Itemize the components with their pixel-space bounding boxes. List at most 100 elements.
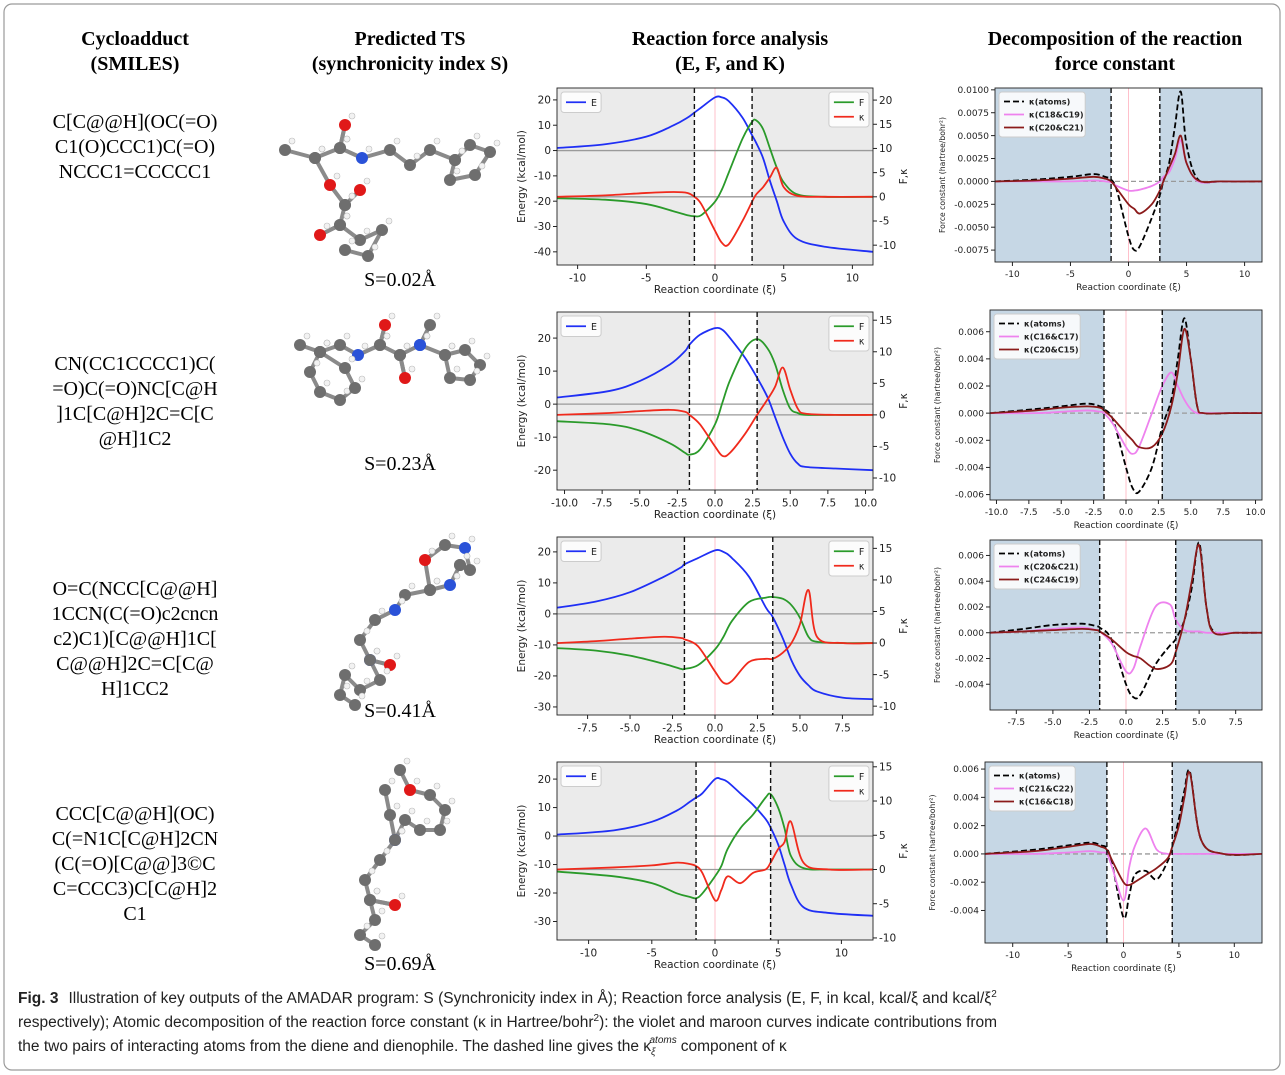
shaded-region: [1160, 88, 1262, 262]
y-tick-label: 20: [538, 774, 551, 786]
smiles-line: CN(CC1CCCC1)C(: [54, 353, 215, 375]
atom: [349, 663, 355, 669]
shaded-region: [557, 312, 689, 490]
legend: Fκ: [829, 92, 869, 127]
x-tick-label: 10: [1239, 270, 1251, 280]
x-tick-label: 2.5: [1155, 718, 1169, 728]
atom: [369, 939, 381, 951]
smiles-line: CCC[C@@H](OC): [55, 803, 214, 825]
atom: [409, 583, 415, 589]
column-header: Reaction force analysis: [632, 28, 828, 50]
atom: [369, 868, 375, 874]
atom: [474, 133, 480, 139]
y-tick-label: 0.004: [958, 355, 984, 365]
atom: [444, 372, 456, 384]
column-header: Predicted TS: [355, 28, 466, 50]
y2-tick-label: 5: [879, 167, 886, 179]
caption-text: Illustration of key outputs of the AMADA…: [68, 990, 991, 1007]
atom: [334, 142, 346, 154]
y-tick-label: -20: [534, 888, 551, 900]
column-header: Cycloadduct: [81, 28, 189, 50]
atom: [414, 339, 426, 351]
atom: [494, 140, 500, 146]
x-tick-label: 5.0: [1184, 508, 1199, 518]
x-tick-label: -2.5: [662, 722, 683, 734]
y-tick-label: -0.006: [955, 491, 984, 501]
y-tick-label: -20: [534, 671, 551, 683]
x-tick-label: -5: [647, 947, 657, 959]
atom: [364, 678, 370, 684]
legend-label: E: [591, 547, 597, 558]
y-tick-label: 10: [538, 578, 551, 590]
atom: [339, 669, 351, 681]
atom: [344, 333, 350, 339]
y-tick-label: 0.006: [953, 765, 979, 775]
y2-tick-label: -5: [879, 669, 889, 681]
atom: [414, 824, 426, 836]
y2-tick-label: 5: [879, 830, 886, 842]
x-tick-label: 2.5: [1151, 508, 1165, 518]
atom: [364, 654, 376, 666]
atom: [324, 380, 330, 386]
y-tick-label: -40: [534, 247, 551, 259]
atom: [424, 144, 436, 156]
atom: [399, 372, 411, 384]
atom: [364, 894, 376, 906]
y2-tick-label: 15: [879, 761, 892, 773]
atom: [314, 346, 326, 358]
x-tick-label: -2.5: [1085, 508, 1103, 518]
y-tick-label: -10: [534, 859, 551, 871]
atom: [364, 178, 370, 184]
atom: [364, 228, 370, 234]
y-tick-label: 20: [538, 95, 551, 107]
y-tick-label: -0.004: [955, 464, 984, 474]
x-tick-label: 5: [780, 272, 787, 284]
x-tick-label: 2.5: [744, 497, 761, 509]
smiles-line: H]1CC2: [101, 678, 169, 700]
y-tick-label: 0.0025: [958, 155, 990, 165]
atom: [464, 553, 470, 559]
legend: κ(atoms)κ(C20&C21)κ(C24&C19): [994, 544, 1080, 589]
atom: [449, 154, 461, 166]
atom: [349, 193, 355, 199]
atom: [464, 139, 476, 151]
x-tick-label: 0: [1126, 270, 1132, 280]
column-header: Decomposition of the reaction: [988, 28, 1243, 50]
atom: [439, 349, 451, 361]
x-axis-label: Reaction coordinate (ξ): [654, 959, 776, 971]
column-header: (E, F, and K): [675, 53, 785, 75]
atom: [362, 343, 368, 349]
atom: [349, 382, 361, 394]
y2-tick-label: 5: [879, 606, 886, 618]
x-axis-label: Reaction coordinate (ξ): [1074, 521, 1179, 531]
atom: [344, 213, 350, 219]
atom: [364, 923, 370, 929]
legend-label: κ(C20&C21): [1029, 123, 1084, 133]
atom: [356, 152, 368, 164]
atom: [344, 136, 350, 142]
smiles-line: c2)C1)[C@@H]1C[: [53, 628, 216, 650]
caption-line: Fig. 3Illustration of key outputs of the…: [18, 989, 997, 1007]
atom: [354, 634, 366, 646]
shaded-region: [557, 762, 696, 940]
smiles-line: C1: [123, 903, 146, 925]
y2-tick-label: 10: [879, 575, 892, 587]
atom: [469, 536, 475, 542]
atom: [359, 376, 365, 382]
x-tick-label: 0.0: [707, 722, 724, 734]
column-header: (synchronicity index S): [312, 53, 508, 75]
atom: [379, 933, 385, 939]
y-tick-label: 0.002: [953, 822, 979, 832]
y-tick-label: -10: [534, 432, 551, 444]
y-tick-label: -0.0050: [954, 223, 989, 233]
y-tick-label: 0.000: [953, 850, 979, 860]
smiles-line: C=CCC3)C[C@H]2: [53, 878, 217, 900]
y-tick-label: 10: [538, 802, 551, 814]
atom: [449, 798, 455, 804]
smiles-line: @H]1C2: [99, 428, 172, 450]
atom: [374, 674, 386, 686]
y-tick-label: 0.0075: [958, 109, 990, 119]
atom: [374, 888, 380, 894]
smiles-line: 1CCN(C(=O)c2cncn: [52, 603, 219, 625]
atom: [339, 199, 351, 211]
